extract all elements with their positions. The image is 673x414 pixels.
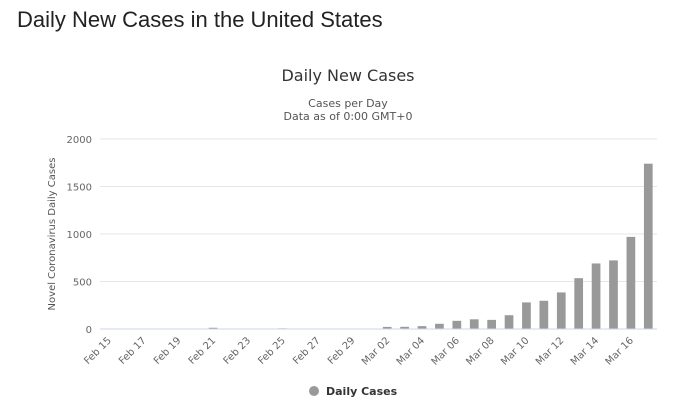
x-tick-label: Feb 21 [187,335,219,367]
bar[interactable] [556,292,566,329]
bar[interactable] [435,323,444,329]
legend[interactable]: Daily Cases [309,385,398,398]
x-tick-label: Mar 06 [430,335,462,367]
chart-subtitle-line-1: Cases per Day [308,97,388,110]
y-tick-label: 2000 [67,135,92,146]
y-tick-label: 1000 [67,230,92,241]
x-tick-label: Feb 29 [326,335,358,367]
legend-label[interactable]: Daily Cases [326,385,398,398]
bar[interactable] [452,320,462,329]
x-tick-label: Feb 25 [256,335,288,367]
bar[interactable] [574,278,584,329]
bar[interactable] [504,315,514,329]
x-tick-label: Mar 08 [464,335,496,367]
x-tick-label: Mar 02 [360,335,392,367]
x-tick-label: Mar 10 [499,335,531,367]
bar[interactable] [417,326,427,329]
x-axis-ticks: Feb 15 Feb 17 Feb 19 Feb 21 Feb 23 Feb 25 Feb … [82,335,636,367]
y-axis-ticks: 0 500 1000 1500 2000 [67,135,92,336]
x-tick-label: Mar 12 [534,335,566,367]
bar[interactable] [382,326,392,329]
y-axis-label: Novel Coronavirus Daily Cases [47,158,58,311]
chart-subtitle-line-2: Data as of 0:00 GMT+0 [284,110,413,123]
bar[interactable] [469,319,479,329]
bar[interactable] [609,260,618,329]
x-tick-label: Mar 14 [569,335,601,367]
bar[interactable] [208,327,218,329]
y-tick-label: 0 [86,325,92,336]
x-tick-label: Mar 16 [604,335,636,367]
bar[interactable] [400,326,409,329]
x-tick-label: Feb 23 [222,335,254,367]
x-tick-label: Mar 04 [395,335,427,367]
legend-marker [309,386,319,396]
x-tick-label: Feb 27 [291,335,323,367]
x-tick-label: Feb 19 [152,335,184,367]
y-tick-label: 1500 [67,183,92,194]
bar[interactable] [626,236,636,329]
x-tick-label: Feb 17 [117,335,149,367]
bar[interactable] [539,300,549,329]
bar[interactable] [487,319,496,329]
page-title: Daily New Cases in the United States [17,7,383,32]
x-tick-label: Feb 15 [82,335,114,367]
chart-title: Daily New Cases [281,66,414,85]
gridlines [100,138,657,282]
bar[interactable] [591,263,601,329]
bar[interactable] [643,163,653,329]
bars [208,163,653,329]
y-tick-label: 500 [73,278,92,289]
bar[interactable] [522,302,531,329]
